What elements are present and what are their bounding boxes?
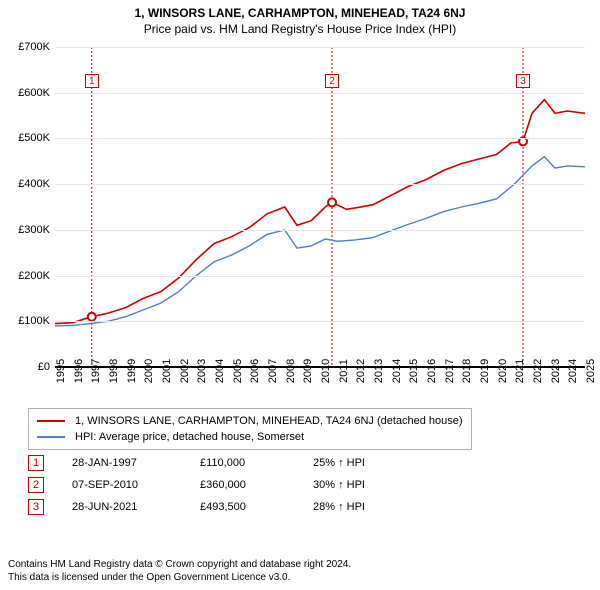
series-line-hpi	[55, 157, 585, 326]
sale-row-price: £110,000	[200, 452, 285, 474]
y-tick-label: £500K	[0, 132, 50, 144]
sale-number-box: 3	[516, 74, 530, 88]
sale-marker	[88, 313, 96, 321]
sale-row: 3 28-JUN-2021 £493,500 28% ↑ HPI	[28, 496, 403, 518]
legend-row: HPI: Average price, detached house, Some…	[37, 429, 463, 445]
sale-row-price: £493,500	[200, 496, 285, 518]
gridline-h	[55, 138, 585, 139]
gridline-h	[55, 276, 585, 277]
sale-row-price: £360,000	[200, 474, 285, 496]
sale-row-pct: 28% ↑ HPI	[313, 496, 403, 518]
gridline-h	[55, 184, 585, 185]
legend-row: 1, WINSORS LANE, CARHAMPTON, MINEHEAD, T…	[37, 413, 463, 429]
legend-label: HPI: Average price, detached house, Some…	[75, 429, 304, 445]
sale-row: 1 28-JAN-1997 £110,000 25% ↑ HPI	[28, 452, 403, 474]
legend-label: 1, WINSORS LANE, CARHAMPTON, MINEHEAD, T…	[75, 413, 463, 429]
x-tick-label: 2025	[585, 359, 600, 383]
sale-row: 2 07-SEP-2010 £360,000 30% ↑ HPI	[28, 474, 403, 496]
title-address: 1, WINSORS LANE, CARHAMPTON, MINEHEAD, T…	[0, 6, 600, 20]
y-tick-label: £200K	[0, 270, 50, 282]
sale-row-date: 28-JAN-1997	[72, 452, 172, 474]
sale-number-box: 1	[85, 74, 99, 88]
y-tick-label: £100K	[0, 315, 50, 327]
y-tick-label: £300K	[0, 224, 50, 236]
footnote: Contains HM Land Registry data © Crown c…	[8, 558, 351, 584]
sale-row-pct: 30% ↑ HPI	[313, 474, 403, 496]
chart-title-block: 1, WINSORS LANE, CARHAMPTON, MINEHEAD, T…	[0, 0, 600, 36]
y-tick-label: £700K	[0, 41, 50, 53]
title-subtitle: Price paid vs. HM Land Registry's House …	[0, 22, 600, 36]
gridline-h	[55, 230, 585, 231]
legend-swatch	[37, 436, 65, 438]
y-tick-label: £600K	[0, 87, 50, 99]
y-tick-label: £400K	[0, 178, 50, 190]
sale-row-number: 3	[28, 499, 44, 515]
chart-area: 1 2 3 £0 £100K £200K £300K £400K £500K £600K £700…	[0, 42, 600, 397]
footnote-line1: Contains HM Land Registry data © Crown c…	[8, 558, 351, 571]
sale-row-date: 07-SEP-2010	[72, 474, 172, 496]
footnote-line2: This data is licensed under the Open Gov…	[8, 571, 351, 584]
gridline-h	[55, 47, 585, 48]
sale-number-box: 2	[325, 74, 339, 88]
legend-swatch	[37, 420, 65, 422]
sale-row-number: 2	[28, 477, 44, 493]
gridline-h	[55, 93, 585, 94]
gridline-h	[55, 321, 585, 322]
line-series-svg	[55, 47, 585, 367]
sale-row-pct: 25% ↑ HPI	[313, 452, 403, 474]
plot-area: 1 2 3	[55, 47, 585, 367]
sale-row-number: 1	[28, 455, 44, 471]
legend: 1, WINSORS LANE, CARHAMPTON, MINEHEAD, T…	[28, 408, 472, 450]
sale-marker	[328, 198, 336, 206]
y-tick-label: £0	[0, 361, 50, 373]
sales-table: 1 28-JAN-1997 £110,000 25% ↑ HPI 2 07-SEP-201…	[28, 452, 403, 518]
series-line-property	[55, 100, 585, 324]
sale-row-date: 28-JUN-2021	[72, 496, 172, 518]
